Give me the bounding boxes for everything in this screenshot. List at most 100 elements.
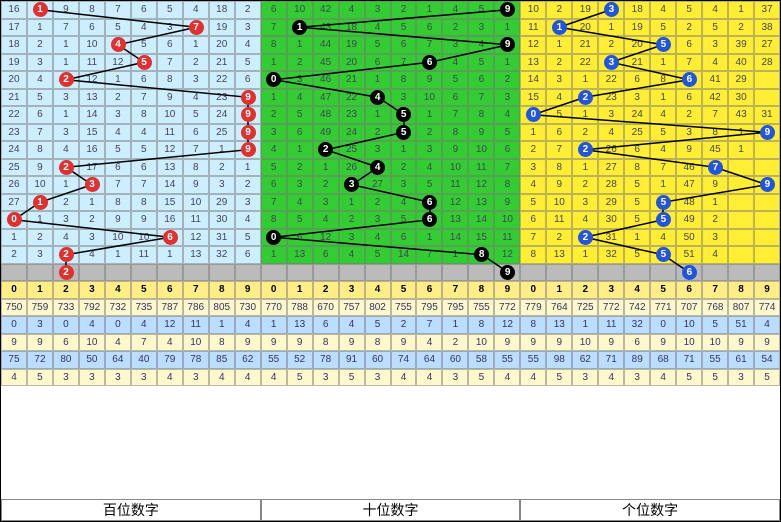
data-cell: 17 bbox=[79, 159, 105, 177]
stat-row: 813111320105514 bbox=[520, 316, 780, 334]
stat-cell: 10 bbox=[468, 334, 494, 352]
data-cell: 9 bbox=[676, 141, 702, 159]
data-cell bbox=[728, 159, 754, 177]
stat-cell: 4 bbox=[157, 369, 183, 387]
data-cell: 4 bbox=[702, 246, 728, 264]
data-cell: 21 bbox=[572, 36, 598, 54]
data-cell: 25 bbox=[624, 124, 650, 142]
data-cell: 44 bbox=[313, 36, 339, 54]
stat-cell: 64 bbox=[105, 351, 131, 369]
data-cell bbox=[261, 264, 287, 282]
data-cell: 5 bbox=[365, 246, 391, 264]
data-cell: 2 bbox=[416, 124, 442, 142]
stat-cell: 61 bbox=[728, 351, 754, 369]
data-cell: 9 bbox=[416, 71, 442, 89]
data-cell: 24 bbox=[1, 141, 27, 159]
data-row: 2324111113326 bbox=[1, 246, 261, 264]
data-cell: 15 bbox=[468, 229, 494, 247]
data-cell: 20 bbox=[339, 54, 365, 72]
data-cell: 2 bbox=[442, 19, 468, 37]
stat-cell: 9 bbox=[728, 334, 754, 352]
data-cell bbox=[442, 264, 468, 282]
stat-cell: 55 bbox=[520, 351, 546, 369]
data-cell: 21 bbox=[1, 89, 27, 107]
marker: 5 bbox=[656, 247, 671, 262]
marker: 2 bbox=[578, 142, 593, 157]
data-cell: 1 bbox=[235, 159, 261, 177]
data-cell: 6 bbox=[391, 36, 417, 54]
data-cell: 28 bbox=[598, 176, 624, 194]
data-cell: 46 bbox=[676, 159, 702, 177]
stat-cell: 759 bbox=[27, 299, 53, 317]
data-cell: 22 bbox=[1, 106, 27, 124]
stat-cell: 772 bbox=[494, 299, 520, 317]
data-cell: 1 bbox=[157, 246, 183, 264]
stat-cell: 64 bbox=[416, 351, 442, 369]
data-cell: 17 bbox=[1, 19, 27, 37]
data-cell: 4 bbox=[27, 71, 53, 89]
marker: 2 bbox=[59, 160, 74, 175]
data-cell: 50 bbox=[676, 229, 702, 247]
marker: 5 bbox=[396, 125, 411, 140]
data-cell: 46 bbox=[313, 71, 339, 89]
stat-cell: 707 bbox=[676, 299, 702, 317]
stat-cell: 1 bbox=[209, 316, 235, 334]
data-cell: 12 bbox=[313, 229, 339, 247]
stat-cell: 0 bbox=[650, 316, 676, 334]
data-cell: 3 bbox=[494, 89, 520, 107]
data-cell: 6 bbox=[442, 89, 468, 107]
stat-cell: 4 bbox=[754, 316, 780, 334]
stat-cell: 9 bbox=[287, 334, 313, 352]
stat-cell: 795 bbox=[416, 299, 442, 317]
data-cell: 27 bbox=[365, 176, 391, 194]
data-cell: 4 bbox=[468, 36, 494, 54]
data-cell bbox=[702, 264, 728, 282]
stat-cell: 7 bbox=[416, 316, 442, 334]
stat-cell: 5 bbox=[365, 316, 391, 334]
data-cell: 6 bbox=[261, 1, 287, 19]
data-cell: 3 bbox=[235, 194, 261, 212]
stat-cell: 9 bbox=[391, 334, 417, 352]
data-cell: 7 bbox=[702, 106, 728, 124]
data-cell: 7 bbox=[546, 141, 572, 159]
data-cell: 6 bbox=[131, 159, 157, 177]
stat-cell: 670 bbox=[313, 299, 339, 317]
header-cell: 4 bbox=[624, 281, 650, 299]
data-cell: 4 bbox=[313, 211, 339, 229]
data-cell: 42 bbox=[313, 1, 339, 19]
stat-cell: 774 bbox=[754, 299, 780, 317]
data-cell: 5 bbox=[442, 71, 468, 89]
data-cell: 11 bbox=[494, 229, 520, 247]
data-row: 72103114503 bbox=[520, 229, 780, 247]
marker: 4 bbox=[370, 160, 385, 175]
data-cell: 5 bbox=[468, 1, 494, 19]
data-cell: 3 bbox=[53, 211, 79, 229]
data-cell: 48 bbox=[313, 106, 339, 124]
data-cell: 6 bbox=[520, 211, 546, 229]
data-cell: 4 bbox=[650, 106, 676, 124]
data-cell: 3 bbox=[546, 71, 572, 89]
data-row: 743124612139 bbox=[261, 194, 521, 212]
data-cell: 2 bbox=[339, 211, 365, 229]
data-cell: 13 bbox=[442, 211, 468, 229]
data-cell: 7 bbox=[650, 159, 676, 177]
data-cell: 26 bbox=[1, 176, 27, 194]
data-cell: 2 bbox=[494, 71, 520, 89]
data-cell: 4 bbox=[702, 1, 728, 19]
data-row: 121212205633927 bbox=[520, 36, 780, 54]
data-cell: 6 bbox=[235, 71, 261, 89]
stat-cell: 6 bbox=[624, 334, 650, 352]
panels-container: 1619876541821717654371931821104561204193… bbox=[1, 1, 780, 499]
data-cell: 2 bbox=[261, 106, 287, 124]
data-cell: 5 bbox=[157, 1, 183, 19]
data-cell: 32 bbox=[209, 246, 235, 264]
data-cell: 30 bbox=[598, 211, 624, 229]
data-cell: 1 bbox=[598, 19, 624, 37]
data-cell: 37 bbox=[754, 1, 780, 19]
data-cell: 6 bbox=[131, 1, 157, 19]
data-cell: 3 bbox=[27, 246, 53, 264]
data-cell: 2 bbox=[79, 211, 105, 229]
stat-cell: 770 bbox=[261, 299, 287, 317]
stat-cell: 40 bbox=[131, 351, 157, 369]
stat-cell: 5 bbox=[27, 369, 53, 387]
